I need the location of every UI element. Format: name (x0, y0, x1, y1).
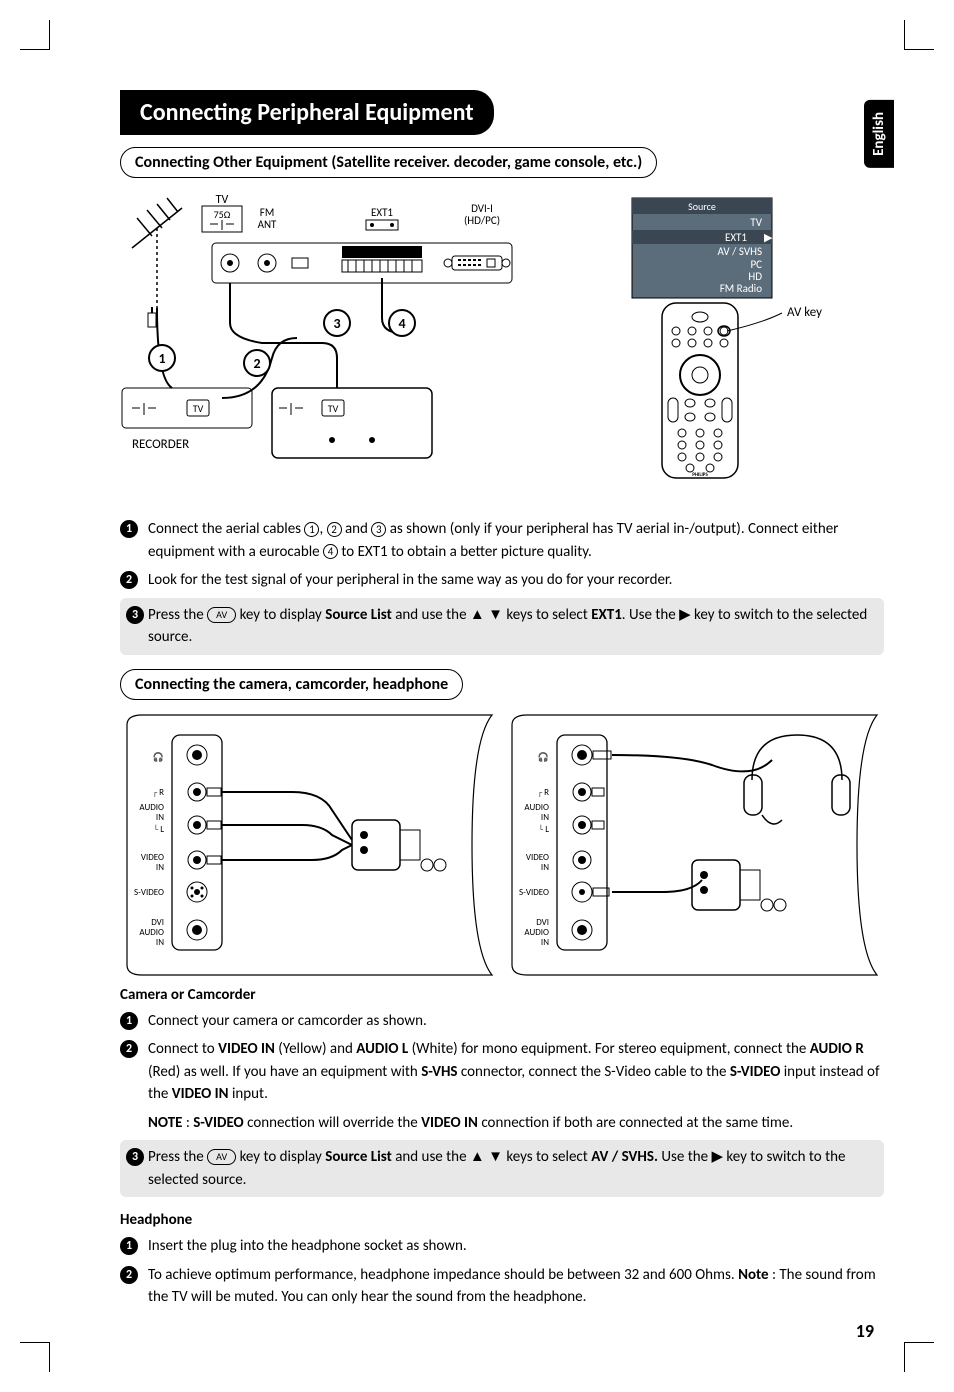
svg-text:PHILIPS: PHILIPS (692, 472, 708, 478)
svg-text:2: 2 (253, 355, 260, 372)
svg-text:TV: TV (216, 193, 229, 207)
svg-text:IN: IN (541, 937, 549, 948)
svg-text:S-VIDEO: S-VIDEO (519, 887, 549, 898)
svg-text:FM Radio: FM Radio (720, 282, 762, 295)
svg-text:IN: IN (541, 812, 549, 823)
svg-text:1: 1 (158, 350, 165, 367)
svg-text:🎧: 🎧 (538, 751, 549, 763)
svg-text:TV: TV (193, 402, 204, 415)
svg-text:ANT: ANT (258, 218, 277, 231)
svg-text:TV: TV (328, 402, 339, 415)
svg-text:EXT1: EXT1 (725, 231, 747, 244)
diagram-connections: TV 75Ω FM ANT EXT1 DVI-I (HD/PC) (120, 188, 884, 508)
svg-text:└ L: └ L (154, 824, 165, 835)
page-number: 19 (856, 1320, 874, 1342)
camera-heading: Camera or Camcorder (120, 986, 884, 1004)
diagram-camera-headphone: 🎧 ┌ R AUDIO IN └ L VIDEO IN S-VIDEO DVI … (120, 710, 884, 980)
headphone-heading: Headphone (120, 1211, 884, 1229)
svg-text:TV: TV (750, 216, 762, 229)
svg-text:IN: IN (156, 862, 164, 873)
svg-text:EXT1: EXT1 (371, 206, 393, 219)
svg-text:▶: ▶ (764, 231, 773, 244)
svg-text:S-VIDEO: S-VIDEO (134, 887, 164, 898)
svg-text:AV / SVHS: AV / SVHS (718, 245, 762, 258)
svg-text:(HD/PC): (HD/PC) (464, 214, 500, 227)
svg-text:IN: IN (541, 862, 549, 873)
subtitle-2: Connecting the camera, camcorder, headph… (120, 669, 463, 700)
steps-list-1: 1Connect the aerial cables 1, 2 and 3 as… (120, 518, 884, 655)
svg-text:┌ R: ┌ R (153, 787, 165, 798)
svg-text:RECORDER: RECORDER (132, 437, 189, 452)
headphone-steps: 1Insert the plug into the headphone sock… (120, 1235, 884, 1309)
svg-text:┌ R: ┌ R (538, 787, 550, 798)
svg-text:3: 3 (333, 315, 340, 332)
subtitle-1: Connecting Other Equipment (Satellite re… (120, 147, 657, 178)
svg-text:IN: IN (156, 812, 164, 823)
page-title: Connecting Peripheral Equipment (120, 90, 494, 135)
svg-text:75Ω: 75Ω (214, 208, 231, 221)
svg-text:└ L: └ L (539, 824, 550, 835)
camera-steps: 1Connect your camera or camcorder as sho… (120, 1010, 884, 1198)
svg-text:Source: Source (688, 200, 716, 213)
svg-text:4: 4 (398, 315, 405, 332)
svg-text:IN: IN (156, 937, 164, 948)
svg-text:AV key: AV key (787, 305, 822, 320)
svg-text:🎧: 🎧 (153, 751, 164, 763)
